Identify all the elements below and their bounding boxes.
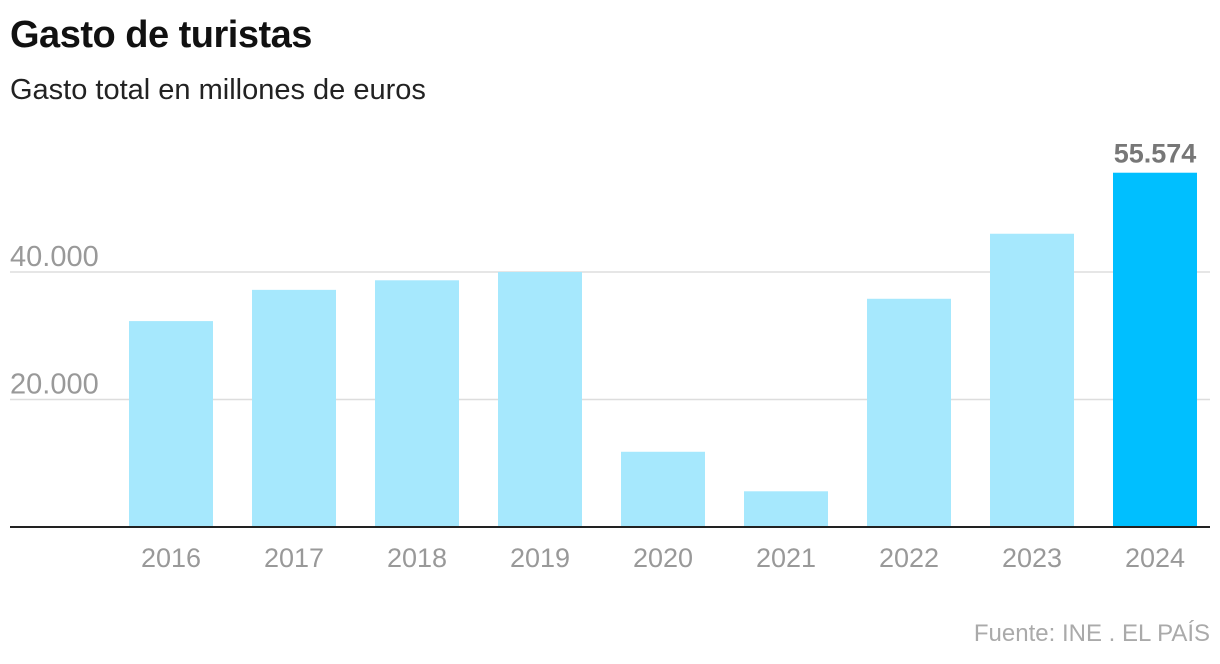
bar-2023 <box>990 233 1074 527</box>
bar-2024 <box>1113 172 1197 527</box>
x-tick-label: 2020 <box>633 543 693 573</box>
x-tick-label: 2021 <box>756 543 816 573</box>
source-note: Fuente: INE . EL PAÍS <box>973 620 1210 647</box>
x-tick-label: 2022 <box>879 543 939 573</box>
x-tick-label: 2024 <box>1125 543 1185 573</box>
bar-2016 <box>129 321 213 527</box>
bar-2020 <box>621 451 705 527</box>
y-tick-label: 40.000 <box>10 241 99 273</box>
x-tick-label: 2023 <box>1002 543 1062 573</box>
x-tick-label: 2018 <box>387 543 447 573</box>
bar-2018 <box>375 280 459 527</box>
bar-2019 <box>498 272 582 527</box>
x-tick-label: 2017 <box>264 543 324 573</box>
chart-title: Gasto de turistas <box>10 14 312 56</box>
bar-2017 <box>252 289 336 527</box>
bar-2021 <box>744 491 828 527</box>
chart-subtitle: Gasto total en millones de euros <box>10 74 426 106</box>
data-label: 55.574 <box>1114 139 1197 169</box>
bar-2022 <box>867 298 951 527</box>
x-tick-label: 2016 <box>141 543 201 573</box>
y-tick-label: 20.000 <box>10 369 99 401</box>
x-tick-label: 2019 <box>510 543 570 573</box>
